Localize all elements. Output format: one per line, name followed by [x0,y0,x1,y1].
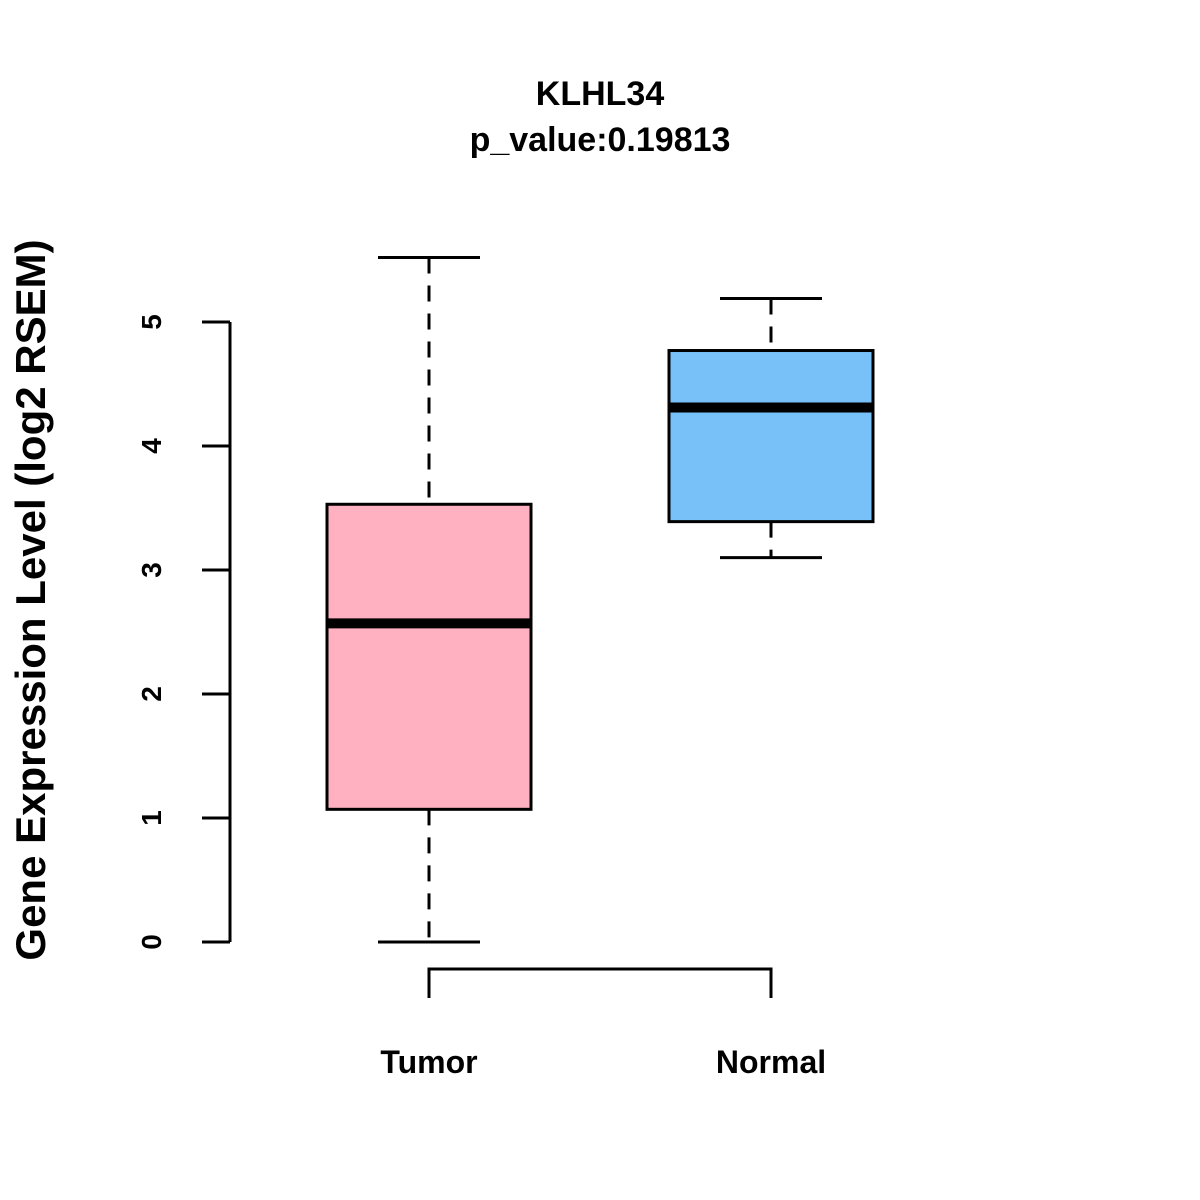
y-tick-label-3: 3 [136,562,167,578]
iqr-box-tumor [325,502,533,811]
y-tick-label-4: 4 [136,438,167,454]
y-tick-label-5: 5 [136,314,167,330]
box-tumor [325,256,533,944]
boxes [325,256,875,944]
y-axis-label: Gene Expression Level (log2 RSEM) [7,239,54,960]
bracket-line [427,967,773,998]
chart-subtitle: p_value:0.19813 [470,121,731,159]
y-ticks: 0 1 2 3 4 5 [136,314,230,950]
x-label-normal: Normal [716,1044,826,1080]
iqr-box-normal [667,349,875,524]
x-label-tumor: Tumor [380,1044,477,1080]
chart-title: KLHL34 [536,75,665,113]
x-tick-labels: Tumor Normal [380,1044,826,1080]
y-tick-label-2: 2 [136,686,167,702]
y-axis: 0 1 2 3 4 5 [136,314,232,950]
box-normal [667,296,875,560]
y-tick-label-1: 1 [136,810,167,826]
comparison-bracket [427,967,773,998]
y-tick-label-0: 0 [136,934,167,950]
